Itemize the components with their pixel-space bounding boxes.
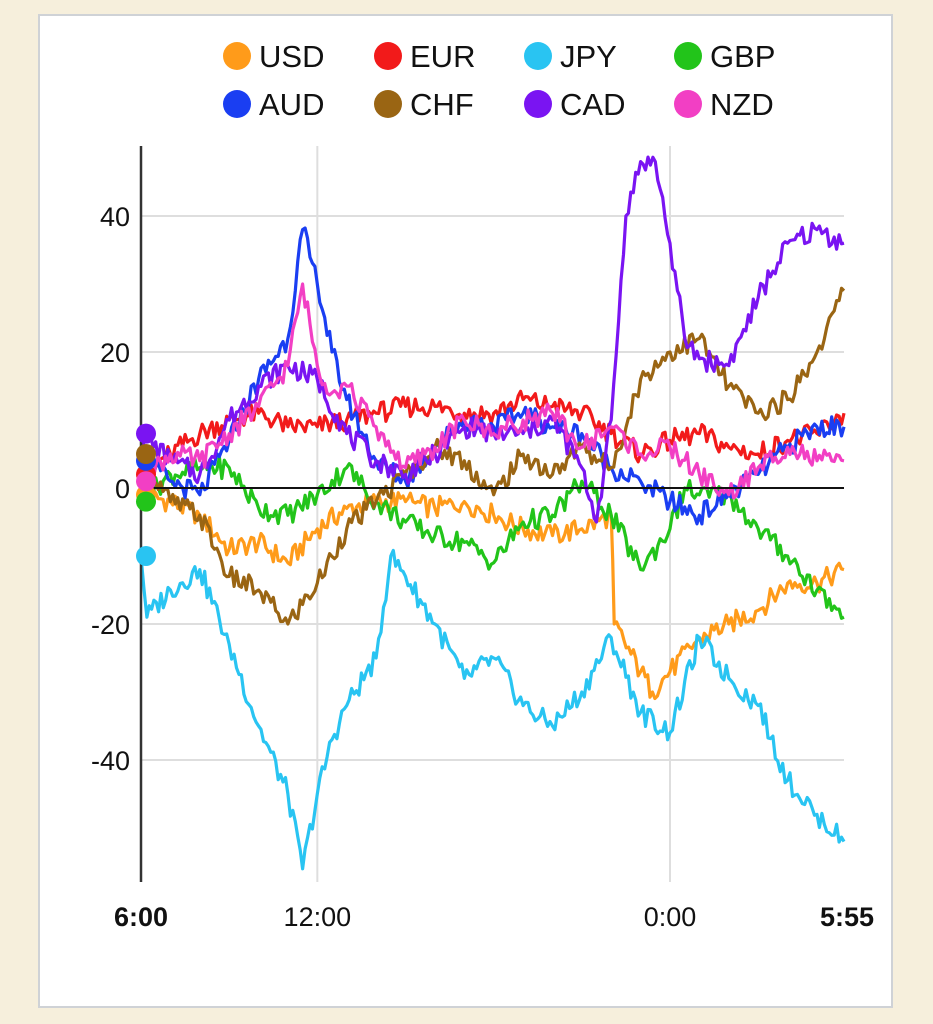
series-line-jpy [139, 548, 846, 871]
legend-marker-eur [374, 42, 402, 70]
legend-label-cad: CAD [560, 87, 625, 122]
start-dot-cad [136, 423, 156, 444]
x-tick-label: 12:00 [284, 902, 352, 932]
y-tick-labels: 40 20 0 -20 -40 [91, 202, 130, 776]
legend-label-usd: USD [259, 39, 324, 74]
legend-label-gbp: GBP [710, 39, 775, 74]
fx-line-chart: USD EUR JPY GBP AUD CHF CAD NZD 40 20 0 -20 -40 6:0… [91, 39, 874, 932]
start-dot-gbp [136, 491, 156, 512]
series-line-cad [139, 155, 845, 524]
y-tick-label: 20 [100, 338, 130, 368]
x-tick-labels: 6:00 12:00 0:00 5:55 [114, 902, 874, 932]
series-line-eur [139, 389, 846, 484]
legend-marker-gbp [674, 42, 702, 70]
series-line-nzd [139, 282, 845, 500]
start-dots [136, 423, 156, 566]
start-dot-nzd [136, 471, 156, 492]
series-lines [139, 155, 846, 871]
axes [139, 146, 844, 882]
legend-label-eur: EUR [410, 39, 475, 74]
legend-marker-nzd [674, 90, 702, 118]
series-line-chf [139, 286, 846, 626]
y-tick-label: -40 [91, 746, 130, 776]
legend-label-nzd: NZD [710, 87, 774, 122]
x-tick-label: 6:00 [114, 902, 168, 932]
legend: USD EUR JPY GBP AUD CHF CAD NZD [223, 39, 775, 122]
legend-marker-chf [374, 90, 402, 118]
series-line-usd [139, 488, 845, 701]
chart-panel: USD EUR JPY GBP AUD CHF CAD NZD 40 20 0 -20 -40 6:0… [38, 14, 893, 1008]
legend-marker-usd [223, 42, 251, 70]
y-tick-label: 0 [115, 474, 130, 504]
start-dot-jpy [136, 546, 156, 566]
legend-marker-jpy [524, 42, 552, 70]
grid-lines [141, 146, 844, 882]
legend-label-aud: AUD [259, 87, 324, 122]
series-line-aud [139, 226, 846, 526]
y-tick-label: -20 [91, 610, 130, 640]
legend-marker-aud [223, 90, 251, 118]
legend-label-jpy: JPY [560, 39, 617, 74]
legend-label-chf: CHF [410, 87, 474, 122]
x-tick-label: 5:55 [820, 902, 874, 932]
start-dot-chf [136, 444, 156, 464]
y-tick-label: 40 [100, 202, 130, 232]
legend-marker-cad [524, 90, 552, 118]
x-tick-label: 0:00 [644, 902, 697, 932]
